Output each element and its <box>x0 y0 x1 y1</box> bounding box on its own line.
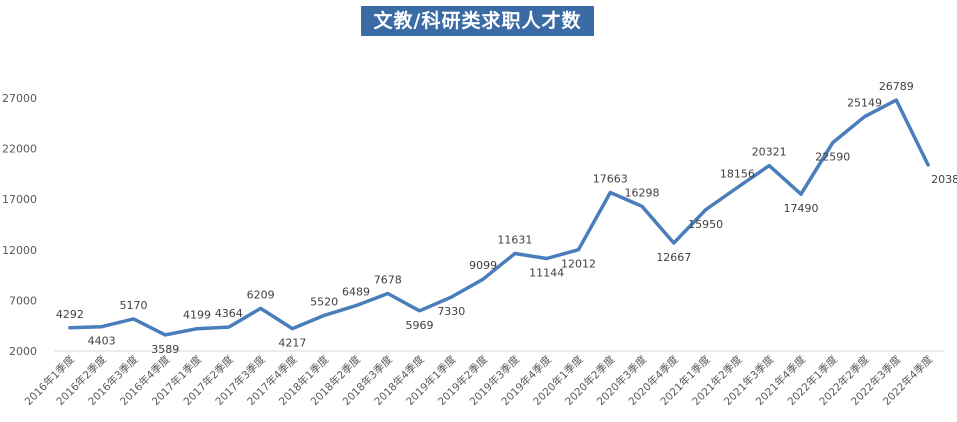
data-label: 4403 <box>88 335 116 348</box>
data-label: 11631 <box>497 234 532 247</box>
data-label: 20321 <box>752 146 787 159</box>
data-label: 7330 <box>437 305 465 318</box>
data-label: 17663 <box>593 172 628 185</box>
data-label: 3589 <box>151 343 179 356</box>
data-label: 4364 <box>215 307 243 320</box>
data-label: 9099 <box>469 259 497 272</box>
data-label: 5969 <box>406 319 434 332</box>
data-label: 18156 <box>720 168 755 181</box>
data-label: 5520 <box>310 295 338 308</box>
data-label: 20388 <box>931 173 957 186</box>
data-label: 12667 <box>656 251 691 264</box>
data-label: 17490 <box>783 202 818 215</box>
data-label: 4199 <box>183 309 211 322</box>
chart-title: 文教/科研类求职人才数 <box>373 10 582 32</box>
data-label: 25149 <box>847 97 882 110</box>
data-label: 12012 <box>561 258 596 271</box>
y-tick-label: 12000 <box>2 244 37 257</box>
series-line <box>68 98 930 337</box>
data-label: 4292 <box>56 308 84 321</box>
data-label: 6489 <box>342 286 370 299</box>
data-label: 16298 <box>625 186 660 199</box>
y-tick-label: 22000 <box>2 143 37 156</box>
y-tick-label: 17000 <box>2 193 37 206</box>
y-tick-label: 27000 <box>2 92 37 105</box>
data-label: 11144 <box>529 266 564 279</box>
data-label: 5170 <box>119 299 147 312</box>
data-label: 6209 <box>247 288 275 301</box>
data-label: 7678 <box>374 274 402 287</box>
chart-title-box: 文教/科研类求职人才数 <box>361 6 594 36</box>
y-tick-label: 7000 <box>9 294 37 307</box>
y-tick-label: 2000 <box>9 345 37 358</box>
data-label: 4217 <box>278 337 306 350</box>
data-label: 15950 <box>688 218 723 231</box>
data-label: 26789 <box>879 80 914 93</box>
data-label: 22590 <box>815 151 850 164</box>
